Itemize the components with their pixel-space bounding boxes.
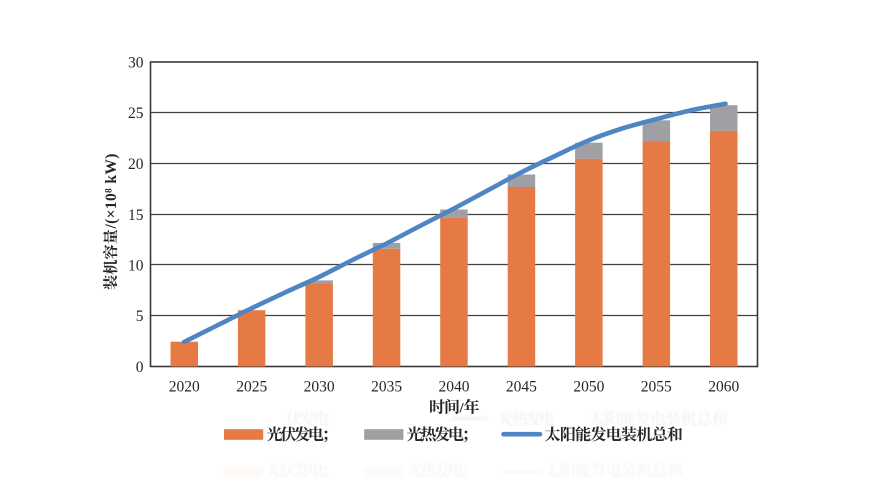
svg-text:/(×108 kW): /(×108 kW) <box>103 153 120 229</box>
svg-text:20: 20 <box>128 156 144 173</box>
svg-text:15: 15 <box>128 207 144 224</box>
svg-text:5: 5 <box>136 308 144 325</box>
svg-text:2030: 2030 <box>304 379 335 396</box>
svg-text:10: 10 <box>128 258 144 275</box>
svg-text:2035: 2035 <box>371 379 402 396</box>
svg-text:0: 0 <box>136 359 144 376</box>
svg-text:30: 30 <box>128 55 144 72</box>
svg-text:2025: 2025 <box>236 379 267 396</box>
svg-text:2020: 2020 <box>169 379 200 396</box>
svg-text:2055: 2055 <box>641 379 672 396</box>
svg-text:/: / <box>459 401 465 417</box>
svg-text:2050: 2050 <box>573 379 604 396</box>
svg-text:2060: 2060 <box>708 379 739 396</box>
svg-text:25: 25 <box>128 105 144 122</box>
svg-text:2040: 2040 <box>439 379 470 396</box>
svg-text:2045: 2045 <box>506 379 537 396</box>
